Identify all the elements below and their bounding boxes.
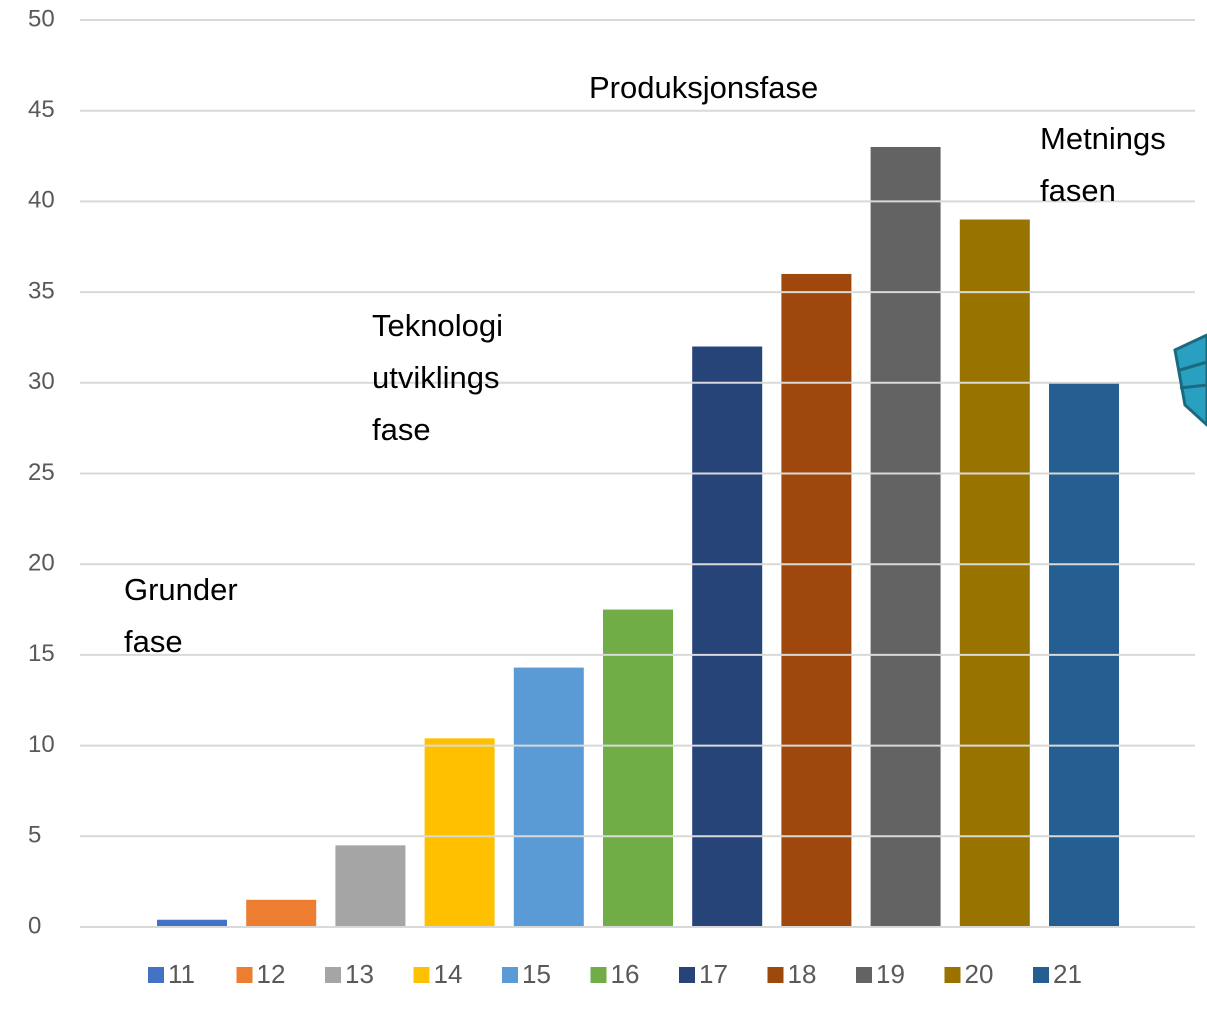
y-tick-label: 0: [28, 912, 41, 939]
bar: [603, 609, 673, 927]
legend-swatch: [1033, 967, 1049, 983]
legend-label: 20: [965, 959, 994, 989]
legend-swatch: [502, 967, 518, 983]
legend-swatch: [590, 967, 607, 983]
legend-swatch: [148, 967, 164, 983]
bar: [424, 738, 495, 927]
y-tick-label: 45: [28, 96, 55, 123]
legend-label: 14: [434, 959, 463, 989]
annotation: fase: [372, 412, 431, 447]
legend-swatch: [944, 967, 961, 983]
legend-label: 11: [168, 959, 195, 989]
annotation: Teknologi: [372, 308, 503, 343]
y-tick-label: 5: [28, 822, 41, 849]
annotation: fasen: [1040, 173, 1116, 208]
legend-swatch: [236, 967, 253, 983]
annotation: utviklings: [372, 360, 500, 395]
bar: [781, 273, 852, 928]
y-tick-label: 20: [28, 550, 55, 577]
legend-label: 19: [876, 959, 905, 989]
legend-label: 16: [611, 959, 640, 989]
legend-label: 12: [257, 959, 286, 989]
legend-label: 15: [522, 959, 551, 989]
legend-label: 17: [699, 959, 728, 989]
legend-label: 21: [1053, 959, 1082, 989]
y-tick-label: 35: [28, 277, 55, 304]
legend-swatch: [679, 967, 695, 983]
decorative-icon: [1173, 333, 1207, 428]
legend-swatch: [856, 967, 872, 983]
bar: [157, 919, 227, 927]
y-tick-label: 40: [28, 187, 55, 214]
y-tick-label: 10: [28, 731, 55, 758]
legend-swatch: [767, 967, 784, 983]
legend-label: 13: [345, 959, 374, 989]
y-tick-label: 15: [28, 640, 55, 667]
bar: [870, 146, 941, 928]
legend-swatch: [413, 967, 430, 983]
annotation: fase: [124, 624, 183, 659]
annotation: Metnings: [1040, 121, 1166, 156]
annotation: Grunder: [124, 572, 238, 607]
y-tick-label: 25: [28, 459, 55, 486]
bar: [959, 219, 1030, 928]
legend-label: 18: [788, 959, 817, 989]
y-tick-label: 30: [28, 368, 55, 395]
bar: [513, 667, 584, 927]
bar: [335, 845, 406, 927]
y-tick-label: 50: [28, 5, 55, 32]
bar: [692, 346, 763, 927]
legend-swatch: [325, 967, 341, 983]
annotation: Produksjonsfase: [589, 70, 818, 105]
bar: [246, 899, 317, 927]
